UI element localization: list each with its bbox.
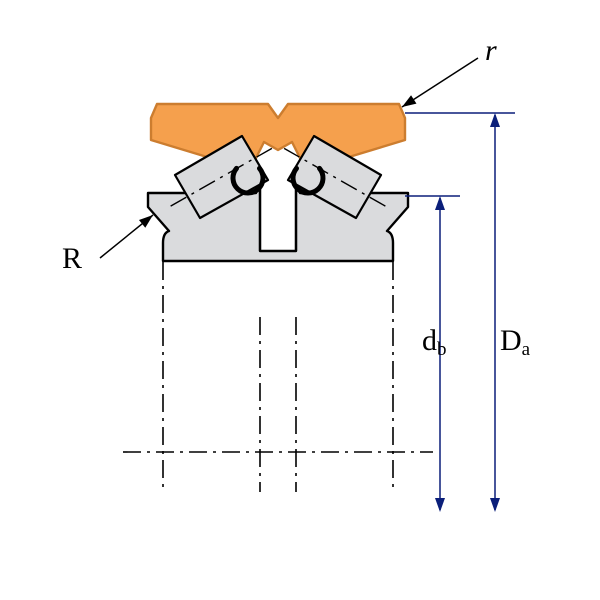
label-R: R: [62, 242, 82, 275]
label-Da: Da: [500, 324, 531, 360]
outer-cup: [151, 104, 405, 170]
arrowhead: [435, 196, 445, 210]
arrowhead: [139, 215, 153, 228]
bearing-diagram: r Rdb Da: [0, 0, 600, 600]
arrowhead: [402, 95, 416, 107]
label-r: r: [485, 34, 497, 67]
label-db: db: [422, 324, 447, 360]
arrowhead: [490, 113, 500, 127]
arrowhead: [490, 498, 500, 512]
arrowhead: [435, 498, 445, 512]
